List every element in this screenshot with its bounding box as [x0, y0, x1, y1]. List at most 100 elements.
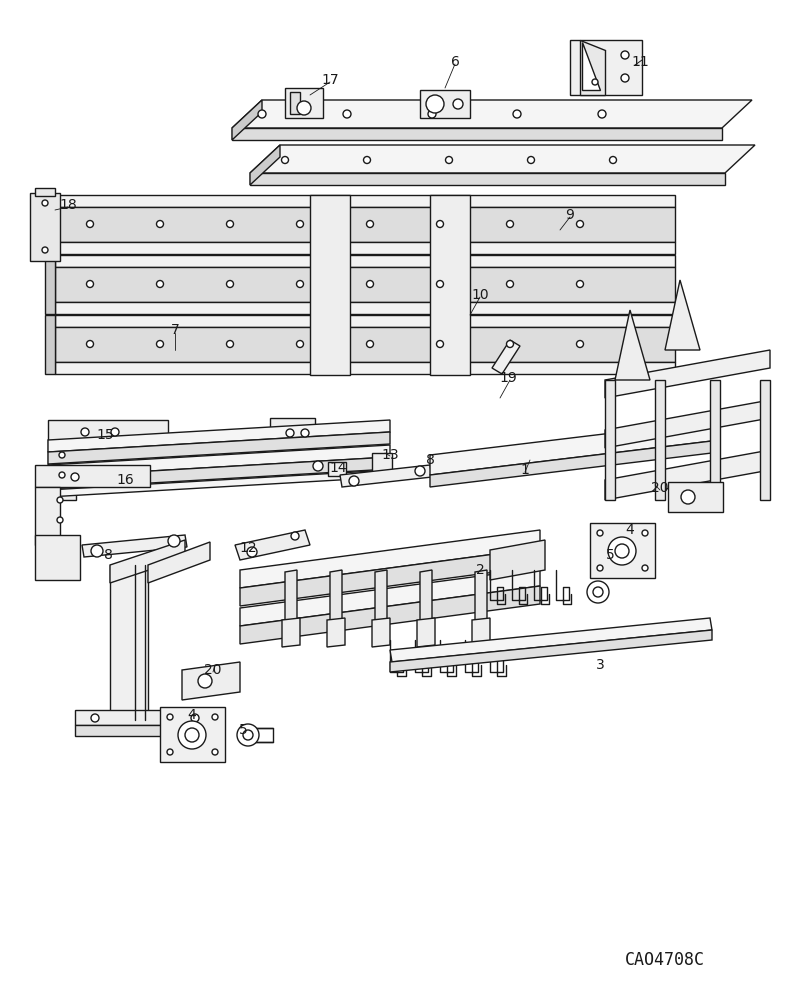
Circle shape: [513, 110, 521, 118]
Polygon shape: [45, 315, 55, 374]
Text: 8: 8: [103, 548, 113, 562]
Circle shape: [71, 473, 79, 481]
Circle shape: [642, 530, 648, 536]
Circle shape: [157, 221, 163, 228]
Circle shape: [198, 674, 212, 688]
Circle shape: [157, 340, 163, 348]
Text: 2: 2: [476, 563, 485, 577]
Polygon shape: [582, 42, 600, 90]
Circle shape: [349, 476, 359, 486]
Circle shape: [621, 51, 629, 59]
Circle shape: [598, 110, 606, 118]
Polygon shape: [55, 315, 675, 327]
Polygon shape: [430, 440, 720, 487]
Polygon shape: [372, 618, 390, 647]
Text: 19: 19: [499, 371, 517, 385]
Polygon shape: [240, 568, 540, 626]
Circle shape: [363, 156, 370, 163]
Circle shape: [212, 714, 218, 720]
Text: 4: 4: [626, 523, 634, 537]
Circle shape: [57, 517, 63, 523]
Polygon shape: [590, 523, 655, 578]
Polygon shape: [390, 618, 712, 662]
Polygon shape: [330, 570, 342, 627]
Circle shape: [167, 714, 173, 720]
Polygon shape: [605, 380, 615, 500]
Polygon shape: [655, 380, 665, 500]
Polygon shape: [110, 540, 185, 583]
Circle shape: [226, 221, 233, 228]
Polygon shape: [240, 548, 540, 606]
Polygon shape: [55, 195, 675, 207]
Polygon shape: [270, 418, 315, 448]
Polygon shape: [75, 725, 215, 736]
Circle shape: [168, 535, 180, 547]
Text: 14: 14: [329, 461, 347, 475]
Circle shape: [577, 221, 583, 228]
Text: 16: 16: [116, 473, 134, 487]
Circle shape: [296, 340, 303, 348]
Polygon shape: [250, 145, 280, 185]
Polygon shape: [580, 40, 605, 95]
Polygon shape: [55, 207, 675, 242]
Polygon shape: [282, 618, 300, 647]
Polygon shape: [417, 618, 435, 647]
Polygon shape: [232, 100, 262, 140]
Polygon shape: [340, 465, 432, 487]
Circle shape: [366, 221, 374, 228]
Circle shape: [593, 587, 603, 597]
Polygon shape: [430, 195, 470, 375]
Polygon shape: [390, 630, 712, 672]
Circle shape: [681, 490, 695, 504]
Circle shape: [507, 340, 514, 348]
Text: 5: 5: [606, 548, 615, 562]
Polygon shape: [235, 530, 310, 560]
Polygon shape: [327, 618, 345, 647]
Circle shape: [609, 156, 616, 163]
Circle shape: [296, 280, 303, 288]
Polygon shape: [30, 193, 60, 261]
Circle shape: [577, 280, 583, 288]
Polygon shape: [285, 88, 323, 118]
Polygon shape: [232, 128, 722, 140]
Polygon shape: [35, 487, 60, 545]
Polygon shape: [148, 542, 210, 583]
Polygon shape: [182, 662, 240, 700]
Circle shape: [426, 95, 444, 113]
Polygon shape: [35, 535, 80, 580]
Polygon shape: [82, 535, 187, 557]
Polygon shape: [55, 242, 675, 254]
Circle shape: [157, 280, 163, 288]
Polygon shape: [55, 302, 675, 314]
Circle shape: [247, 547, 257, 557]
Polygon shape: [240, 586, 540, 644]
Circle shape: [91, 545, 103, 557]
Polygon shape: [605, 450, 770, 500]
Polygon shape: [55, 327, 675, 362]
Polygon shape: [250, 145, 755, 173]
Circle shape: [313, 461, 323, 471]
Circle shape: [507, 280, 514, 288]
Polygon shape: [472, 618, 490, 647]
Circle shape: [286, 429, 294, 437]
Polygon shape: [430, 420, 720, 475]
Circle shape: [243, 730, 253, 740]
Text: 11: 11: [631, 55, 649, 69]
Circle shape: [87, 280, 94, 288]
Text: 10: 10: [471, 288, 489, 302]
Circle shape: [191, 714, 199, 722]
Polygon shape: [48, 457, 390, 489]
Polygon shape: [240, 530, 540, 588]
Text: 13: 13: [381, 448, 399, 462]
Polygon shape: [375, 570, 387, 627]
Polygon shape: [285, 570, 297, 627]
Text: 4: 4: [188, 708, 196, 722]
Polygon shape: [250, 173, 725, 185]
Circle shape: [297, 101, 311, 115]
Circle shape: [366, 280, 374, 288]
Circle shape: [428, 110, 436, 118]
Circle shape: [577, 340, 583, 348]
Polygon shape: [35, 465, 150, 487]
Polygon shape: [48, 420, 168, 442]
Polygon shape: [55, 267, 675, 302]
